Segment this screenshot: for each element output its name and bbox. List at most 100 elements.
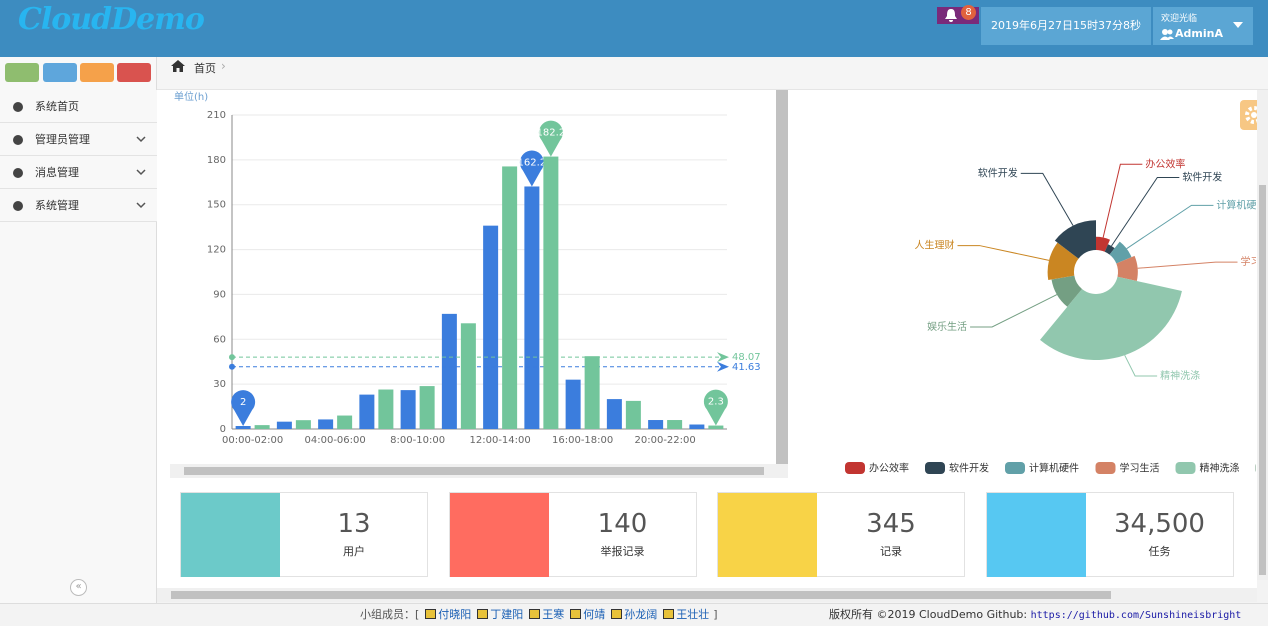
bar [337, 415, 353, 429]
rose-slice [1104, 244, 1115, 255]
x-tick-label: 12:00-14:00 [470, 435, 531, 446]
nav-item[interactable]: 系统管理 [0, 189, 157, 222]
bar [708, 425, 724, 429]
user-menu[interactable]: 欢迎光临 AdminA [1153, 7, 1253, 45]
nav-item[interactable]: 消息管理 [0, 156, 157, 189]
slice-label: 学习生活 [1241, 255, 1256, 268]
pin-label: 182.2 [537, 128, 566, 139]
shortcut-button[interactable] [117, 63, 151, 82]
legend-label: 学习生活 [1120, 462, 1160, 475]
x-tick-label: 04:00-06:00 [305, 435, 366, 446]
member: 丁建阳 [477, 608, 523, 621]
breadcrumb-sep: › [221, 59, 226, 73]
stat-label: 用户 [343, 545, 365, 558]
bar [378, 389, 394, 429]
stat-card: 13 用户 [180, 492, 428, 577]
legend-swatch [1005, 462, 1025, 474]
copyright-text: 版权所有 ©2019 CloudDemo Github: [829, 608, 1031, 621]
icon-shape [13, 201, 23, 211]
y-tick-label: 0 [220, 424, 226, 435]
bar [648, 420, 664, 429]
page-scrollbar[interactable] [1257, 90, 1268, 580]
page-h-scrollbar[interactable] [157, 588, 1257, 602]
stat-label: 举报记录 [600, 545, 645, 558]
logo[interactable]: CloudDemo [18, 2, 205, 37]
y-tick-label: 210 [207, 110, 226, 121]
label-line [970, 294, 1058, 328]
home-icon [171, 60, 185, 72]
icon-shape [13, 135, 23, 145]
chevron [136, 169, 146, 176]
breadcrumb[interactable]: 首页 [194, 62, 216, 75]
rose-slice [1109, 241, 1132, 264]
x-tick-label: 8:00-10:00 [390, 435, 445, 446]
header: CloudDemo 8 2019年6月27日15时37分8秒 欢迎光临 Admi… [0, 0, 1268, 57]
datetime: 2019年6月27日15时37分8秒 [981, 7, 1151, 45]
members-label: 小组成员：[ [360, 608, 420, 621]
user-name: AdminA [1175, 27, 1223, 40]
label-line [1102, 163, 1143, 238]
member: 何靖 [570, 608, 605, 621]
chevron [136, 202, 146, 209]
stat-label: 记录 [880, 545, 902, 558]
nav-label: 系统首页 [35, 100, 79, 113]
slice-label: 软件开发 [1182, 170, 1222, 183]
v-scrollbar[interactable] [776, 90, 788, 466]
dropdown-arrow [1233, 22, 1243, 28]
stat-card: 345 记录 [717, 492, 965, 577]
x-tick-label: 16:00-18:00 [552, 435, 613, 446]
bar [689, 424, 705, 429]
chevron [136, 136, 146, 143]
stat-icon [181, 493, 280, 577]
nav-icon [13, 102, 23, 112]
member-name: 王壮壮 [676, 608, 710, 621]
y-tick-label: 90 [213, 289, 226, 300]
bar [524, 186, 540, 429]
stat-icon [718, 493, 817, 577]
members-end: ] [713, 608, 718, 621]
nav-item[interactable]: 管理员管理 [0, 123, 157, 156]
y-tick-label: 150 [207, 200, 226, 211]
user-icon [1160, 29, 1174, 40]
notification[interactable]: 8 [937, 5, 979, 24]
collapse-button[interactable]: « [70, 579, 87, 596]
shortcut-button[interactable] [5, 63, 39, 82]
average-label: 48.07 [732, 352, 761, 363]
bar [667, 420, 683, 429]
bar [502, 166, 518, 429]
github-link[interactable]: https://github.com/Sunshineisbright [1030, 610, 1242, 621]
pin-label: 2.3 [708, 397, 724, 408]
y-tick-label: 60 [213, 334, 226, 345]
rose-hole [1077, 253, 1115, 291]
chevron-shape [136, 136, 146, 143]
legend-label: 软件开发 [949, 462, 989, 475]
mark-pin [538, 120, 563, 157]
bar [460, 323, 476, 429]
average-arrow [717, 352, 729, 363]
icon-shape [13, 102, 23, 112]
mark-pin [703, 389, 728, 426]
stat-value: 345 [866, 509, 916, 539]
bar [400, 390, 416, 429]
h-scrollbar[interactable] [170, 464, 788, 478]
shortcut-button[interactable] [43, 63, 77, 82]
axis-name: 单位(h) [174, 90, 208, 103]
slice-label: 计算机硬件 [1216, 198, 1256, 211]
nav-icon [13, 135, 23, 145]
member-name: 孙龙阔 [624, 608, 658, 621]
slice-label: 软件开发 [978, 166, 1018, 179]
y-tick-label: 120 [207, 245, 226, 256]
legend-swatch [845, 462, 865, 474]
shortcut-button[interactable] [80, 63, 114, 82]
label-line [957, 245, 1050, 261]
mark-pin [519, 150, 544, 187]
rose-slice [1096, 236, 1110, 252]
stat-icon [986, 493, 1086, 577]
bar [276, 421, 292, 429]
stat-card: 140 举报记录 [448, 492, 697, 577]
bar [565, 379, 581, 429]
rose-slice [1051, 275, 1083, 307]
nav-item[interactable]: 系统首页 [0, 90, 157, 123]
member: 孙龙阔 [611, 608, 657, 621]
